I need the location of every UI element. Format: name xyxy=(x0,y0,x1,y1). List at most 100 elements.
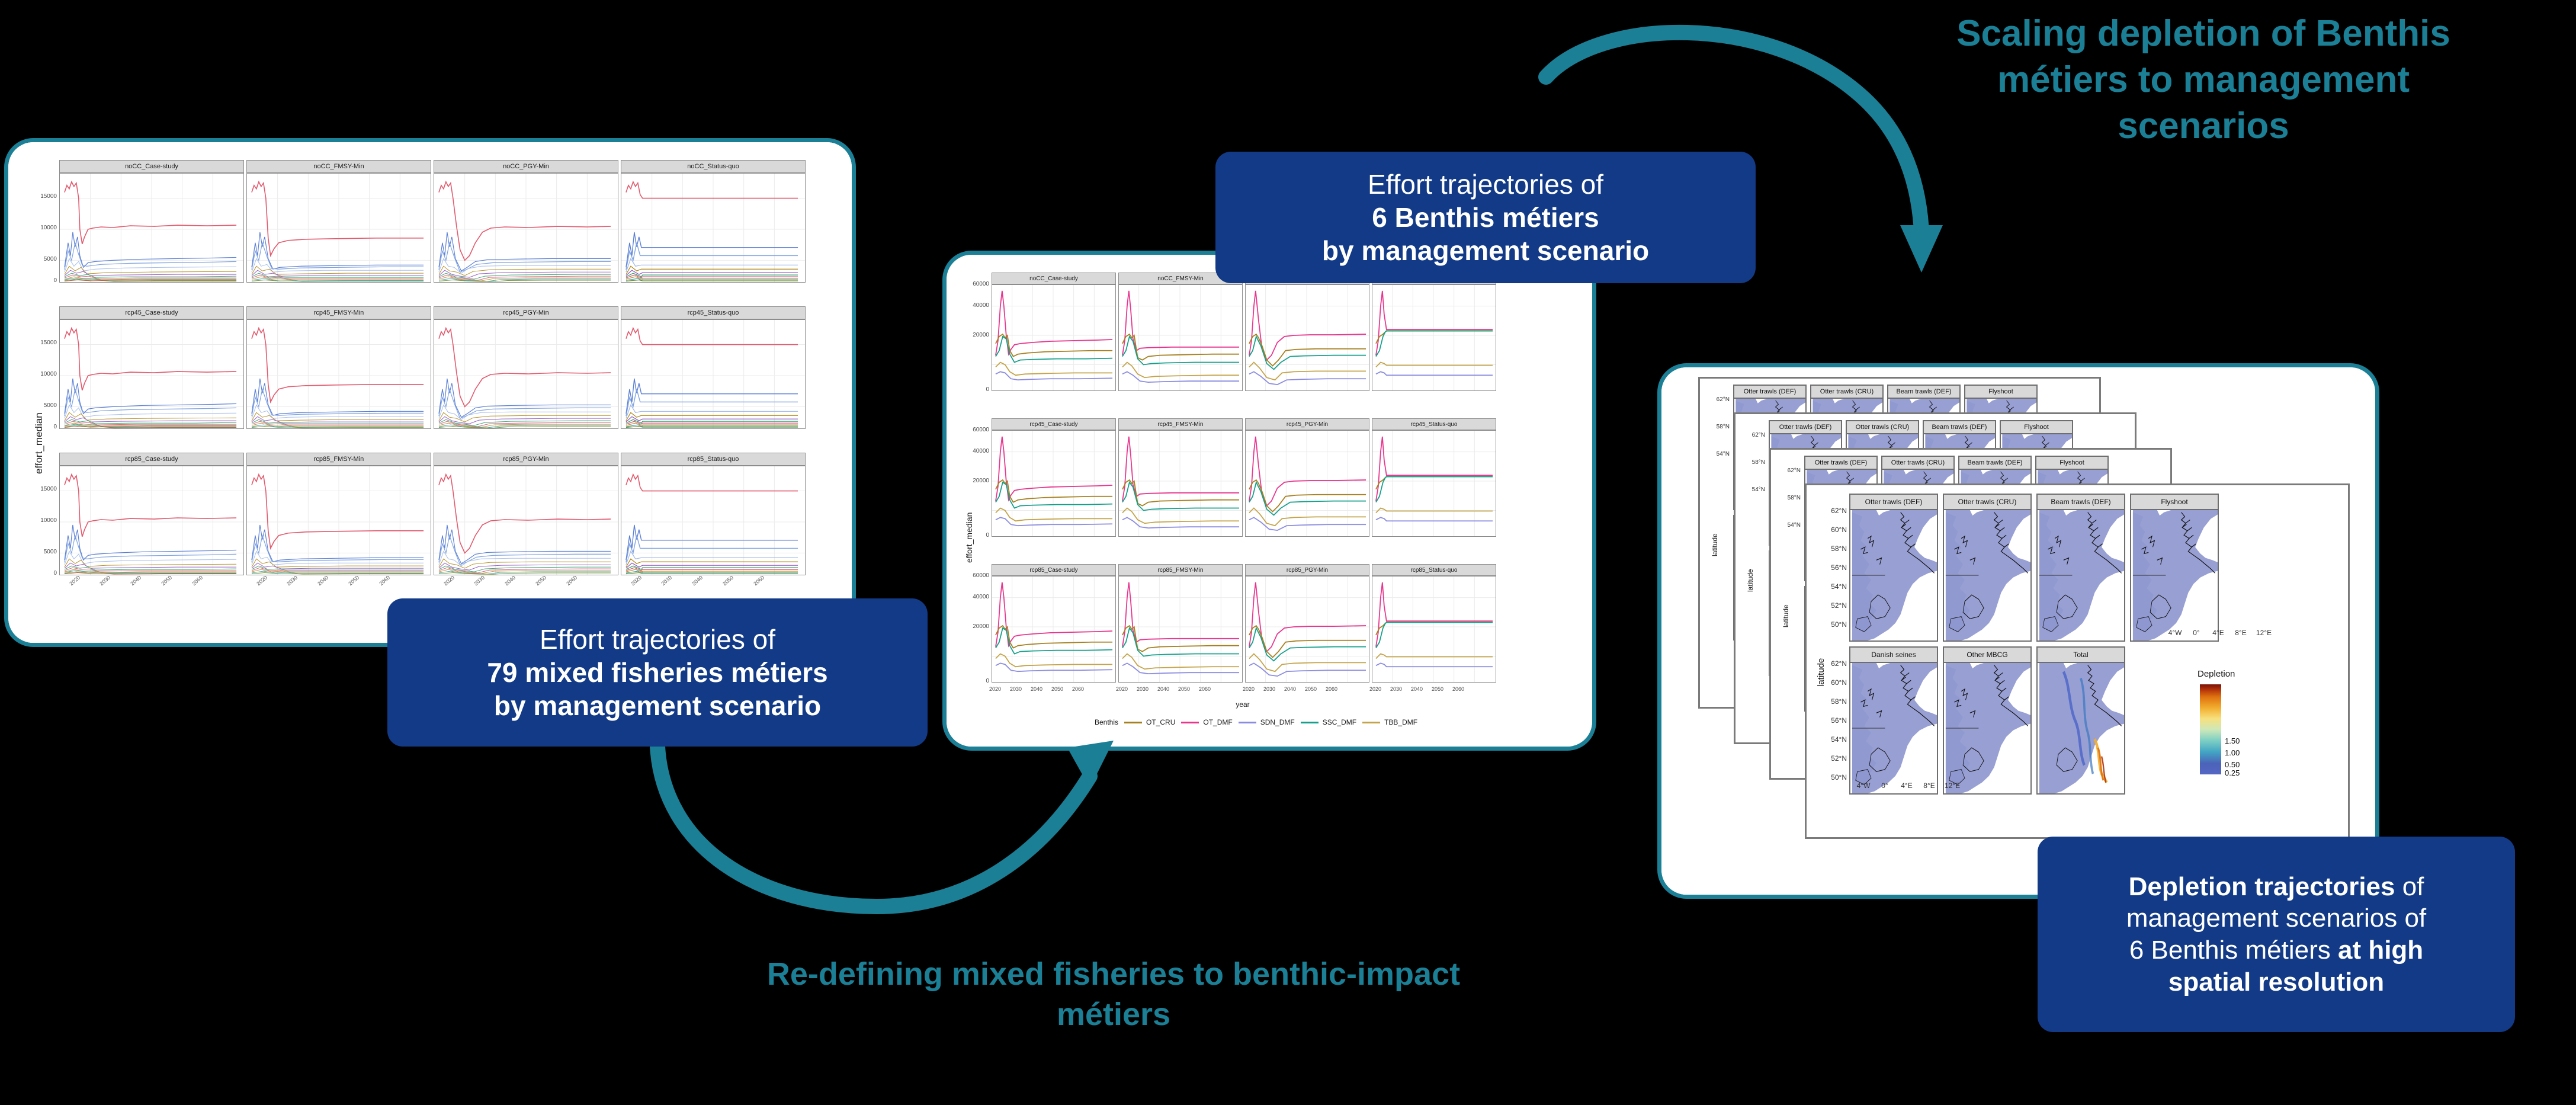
layer4-lat-60: 60°N xyxy=(1831,526,1847,534)
mid-x-tick-c3-2030: 2030 xyxy=(1263,686,1276,692)
depletion-maps-card: Otter trawls (DEF) Otter trawls (CRU) Be… xyxy=(1661,367,2375,895)
layer4-lat2-52: 52°N xyxy=(1831,754,1847,763)
depletion-tick-0-50: 0.50 xyxy=(2225,760,2240,769)
mid-x-tick-c2-2060: 2060 xyxy=(1198,686,1211,692)
mid-x-tick-c1-2030: 2030 xyxy=(1009,686,1022,692)
legend-key-ot-cru xyxy=(1124,721,1143,723)
layer1-strip-beam-def: Beam trawls (DEF) xyxy=(1887,385,1961,399)
heading-redefining-mixed-fisheries: Re-defining mixed fisheries to benthic-i… xyxy=(729,954,1499,1034)
y-axis-title-left-plot: effort_median xyxy=(33,412,44,474)
legend-item-ssc-dmf: SSC_DMF xyxy=(1300,718,1356,726)
callout-right-line-4: spatial resolution xyxy=(2168,967,2385,997)
mid-strip-rcp45-case-study: rcp45_Case-study xyxy=(992,418,1116,430)
effort-79-metiers-callout: Effort trajectories of 79 mixed fisherie… xyxy=(387,598,928,747)
mid-y-tick-r2-60000: 60000 xyxy=(973,427,989,433)
depletion-tick-1-00: 1.00 xyxy=(2225,748,2240,757)
layer4-lon-top-4w: 4°W xyxy=(2168,629,2182,637)
layer2-strip-beam-def: Beam trawls (DEF) xyxy=(1923,420,1996,434)
facet-strip-rcp85-fmsy-min: rcp85_FMSY-Min xyxy=(246,453,431,466)
layer4-strip-danish: Danish seines xyxy=(1849,646,1938,663)
facet-panel-noCC-status-quo xyxy=(621,173,806,283)
depletion-tick-0-25: 0.25 xyxy=(2225,768,2240,777)
mid-x-tick-c2-2040: 2040 xyxy=(1157,686,1170,692)
layer3-latitude-title: latitude xyxy=(1782,604,1790,627)
layer4-row1: Otter trawls (DEF) Otter trawls (CRU) Be… xyxy=(1849,494,2219,642)
callout-right-normal-3: 6 Benthis métiers xyxy=(2129,936,2338,965)
layer4-map-beam-def xyxy=(2036,510,2125,642)
layer3-strip-beam-def: Beam trawls (DEF) xyxy=(1958,456,2032,470)
layer4-strip-mbcg: Other MBCG xyxy=(1943,646,2032,663)
mid-x-tick-c2-2050: 2050 xyxy=(1178,686,1191,692)
layer4-map-total xyxy=(2036,663,2125,795)
facet-strip-rcp45-status-quo: rcp45_Status-quo xyxy=(621,306,806,319)
map-layer-4-front: Otter trawls (DEF) Otter trawls (CRU) Be… xyxy=(1805,483,2350,839)
layer1-lat-62: 62°N xyxy=(1716,396,1730,403)
layer4-lon-top-8e: 8°E xyxy=(2235,629,2247,637)
layer4-lon-top-4e: 4°E xyxy=(2212,629,2224,637)
mid-y-tick-r2-20000: 20000 xyxy=(973,478,989,484)
layer1-latitude-title: latitude xyxy=(1711,533,1719,556)
layer4-lat2-58: 58°N xyxy=(1831,697,1847,706)
layer4-lon-0: 0° xyxy=(1881,781,1888,790)
mid-x-tick-c1-2040: 2040 xyxy=(1030,686,1043,692)
layer4-lon-top-0: 0° xyxy=(2193,629,2200,637)
y-tick-left-r3-0: 0 xyxy=(53,570,57,576)
layer4-lat-54: 54°N xyxy=(1831,582,1847,591)
facet-panel-rcp85-pgy-min xyxy=(434,466,618,575)
mid-y-tick-r1-0: 0 xyxy=(986,386,989,393)
heading-line-1: Scaling depletion of xyxy=(1956,13,2306,54)
mid-panel-rcp85-case-study xyxy=(992,576,1116,683)
callout-right-line-2: management scenarios of xyxy=(2126,904,2427,933)
heading-line-2: Benthis métiers xyxy=(1997,13,2450,101)
legend-label-ot-cru: OT_CRU xyxy=(1146,718,1176,726)
effort-79-metiers-card: effort_median noCC_Case-study xyxy=(8,142,852,643)
layer1-lat-58: 58°N xyxy=(1716,424,1730,430)
layer3-lat-54: 54°N xyxy=(1787,522,1801,529)
callout-left-line-1: Effort trajectories of xyxy=(539,623,775,655)
y-tick-left-r1-5000: 5000 xyxy=(43,256,57,262)
depletion-tick-1-50: 1.50 xyxy=(2225,736,2240,745)
facet-panel-rcp85-status-quo xyxy=(621,466,806,575)
legend-key-sdn-dmf xyxy=(1238,721,1256,723)
layer4-lat-50: 50°N xyxy=(1831,620,1847,629)
arrow-left-to-middle xyxy=(650,741,1114,915)
facet-strip-rcp45-pgy-min: rcp45_PGY-Min xyxy=(434,306,618,319)
mid-panel-rcp85-status-quo xyxy=(1372,576,1496,683)
facet-strip-rcp85-pgy-min: rcp85_PGY-Min xyxy=(434,453,618,466)
depletion-colorbar xyxy=(2200,684,2221,774)
callout-mid-line-3: by management scenario xyxy=(1321,235,1650,267)
legend-item-sdn-dmf: SDN_DMF xyxy=(1238,718,1295,726)
mid-y-tick-r2-0: 0 xyxy=(986,532,989,539)
y-tick-left-r2-5000: 5000 xyxy=(43,402,57,409)
legend-label-tbb-dmf: TBB_DMF xyxy=(1384,718,1418,726)
layer2-lat-62: 62°N xyxy=(1751,432,1765,438)
legend-title: Benthis xyxy=(1095,718,1119,726)
layer2-strip-otter-def: Otter trawls (DEF) xyxy=(1769,420,1842,434)
mid-strip-rcp45-pgy-min: rcp45_PGY-Min xyxy=(1245,418,1369,430)
facet-panel-noCC-case-study xyxy=(59,173,244,283)
mid-panel-rcp45-fmsy-min xyxy=(1118,430,1243,537)
mid-y-tick-r3-60000: 60000 xyxy=(973,572,989,579)
mid-strip-noCC-case-study: noCC_Case-study xyxy=(992,273,1116,284)
facet-panel-rcp85-case-study xyxy=(59,466,244,575)
facet-strip-noCC-case-study: noCC_Case-study xyxy=(59,160,244,173)
layer2-strip-otter-cru: Otter trawls (CRU) xyxy=(1846,420,1919,434)
mid-x-tick-c1-2050: 2050 xyxy=(1051,686,1064,692)
callout-right-bold-3: at high xyxy=(2337,936,2424,965)
layer2-latitude-title: latitude xyxy=(1746,569,1754,592)
mid-panel-noCC-fmsy-min xyxy=(1118,284,1243,391)
layer4-lat-58: 58°N xyxy=(1831,545,1847,553)
mid-x-tick-c4-2050: 2050 xyxy=(1431,686,1444,692)
layer4-strip-flyshoot: Flyshoot xyxy=(2130,494,2219,510)
layer4-lat-62: 62°N xyxy=(1831,507,1847,515)
mid-strip-rcp45-fmsy-min: rcp45_FMSY-Min xyxy=(1118,418,1243,430)
layer2-lat-54: 54°N xyxy=(1751,486,1765,493)
mid-x-tick-c3-2040: 2040 xyxy=(1284,686,1297,692)
legend-item-tbb-dmf: TBB_DMF xyxy=(1362,718,1417,726)
mid-x-tick-c2-2020: 2020 xyxy=(1115,686,1128,692)
layer1-strip-otter-cru: Otter trawls (CRU) xyxy=(1810,385,1884,399)
mid-x-tick-c3-2050: 2050 xyxy=(1304,686,1317,692)
heading-line-4: scenarios xyxy=(2118,105,2289,147)
mid-x-tick-c4-2020: 2020 xyxy=(1369,686,1382,692)
